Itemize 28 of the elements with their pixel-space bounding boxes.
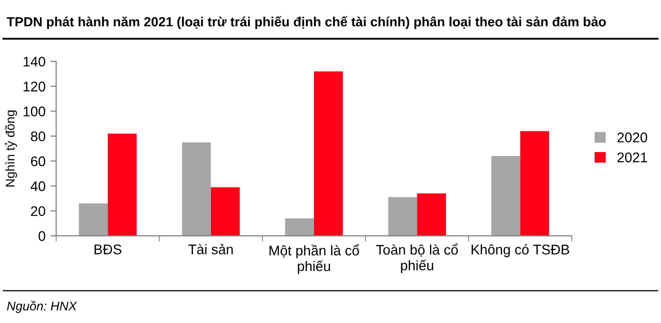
bar [314,71,343,236]
bar [210,187,240,236]
y-tick-label: 60 [31,156,46,166]
bar [285,218,314,236]
y-axis-title: Nghìn tỷ đồng [4,110,18,186]
text: Nguồn: HNX [6,300,78,313]
x-tick-label: BĐS [94,244,122,254]
y-tick-label: 40 [30,181,46,192]
y-tick-label: 80 [30,131,46,142]
bar [108,134,137,236]
bar [417,193,446,236]
bar [491,156,520,236]
legend-label: 2021 [618,152,648,162]
bar [388,197,418,236]
y-tick-label: 20 [31,206,46,216]
y-tick-label: 0 [38,231,46,241]
x-tick-label: Không có TSĐB [472,244,570,258]
x-tick-label: Toàn bộ là cổ phiếu [376,243,458,274]
y-tick-label: 100 [24,106,46,116]
chart-title: TPDN phát hành năm 2021 (loại trừ trái phiếu định chế tài chính) phân loại theo tài sản đảm bảo [6,16,606,30]
y-tick-label: 120 [24,82,46,92]
y-tick-label: 140 [24,56,46,67]
bar [78,203,108,236]
legend-label: 2020 [618,132,648,142]
x-tick-label: Một phần là cổ phiếu [270,244,359,274]
bar [520,131,550,236]
bar [182,142,211,236]
x-tick-label: Tài sản [188,244,233,254]
